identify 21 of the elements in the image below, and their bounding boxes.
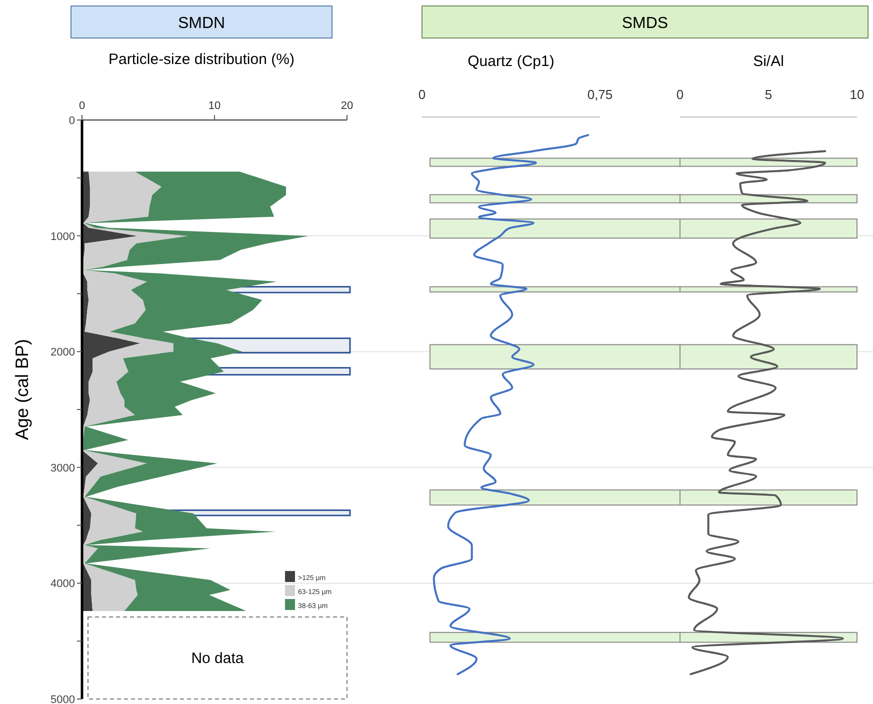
- y-tick-label: 5000: [50, 694, 75, 704]
- x-axis-title: Quartz (Cp1): [468, 53, 554, 70]
- y-tick-label: 1000: [50, 230, 75, 243]
- annotation: No data: [191, 650, 244, 667]
- y-tick-label: 0: [68, 115, 75, 127]
- y-tick-label: 3000: [50, 462, 75, 474]
- chart-subtitle: Particle-size distribution (%): [108, 51, 294, 68]
- x-tick-label: 5: [764, 87, 772, 102]
- x-tick-label: 0: [78, 100, 86, 112]
- x-tick-label: 0,75: [587, 87, 613, 102]
- x-tick-label: 10: [208, 100, 221, 112]
- y-tick-label: 4000: [50, 578, 75, 590]
- x-tick-label: 20: [340, 100, 354, 112]
- chart-title: SMDS: [622, 15, 668, 32]
- x-tick-label: 0: [418, 87, 426, 102]
- y-axis-title: Age (cal BP): [12, 338, 32, 440]
- x-tick-label: 0: [676, 87, 684, 102]
- x-axis-title: Si/Al: [753, 53, 784, 70]
- y-tick-label: 2000: [50, 346, 75, 359]
- x-tick-label: 10: [850, 87, 864, 102]
- chart-title: SMDN: [178, 15, 226, 32]
